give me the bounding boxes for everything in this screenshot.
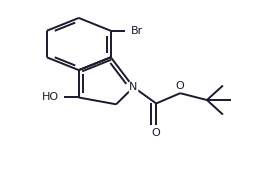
Text: N: N <box>129 82 138 92</box>
Text: O: O <box>176 81 184 91</box>
Text: Br: Br <box>131 26 143 36</box>
Text: O: O <box>152 128 160 138</box>
Text: HO: HO <box>42 93 59 102</box>
